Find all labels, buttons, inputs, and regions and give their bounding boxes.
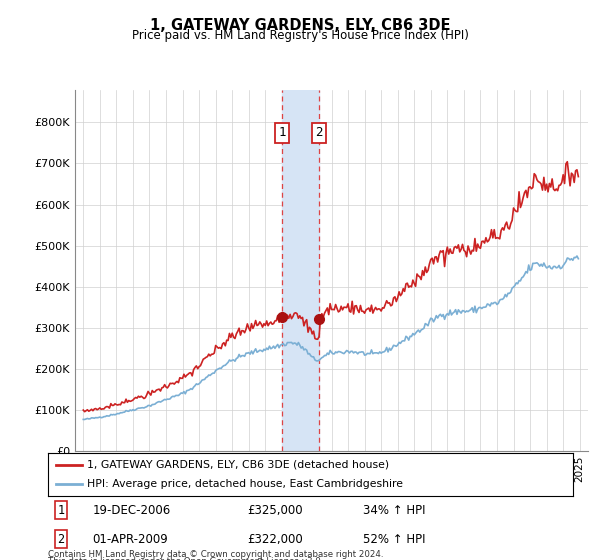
Text: 52% ↑ HPI: 52% ↑ HPI: [363, 533, 425, 545]
Text: 2: 2: [316, 127, 323, 139]
Text: £325,000: £325,000: [248, 503, 303, 516]
Bar: [282, 90, 319, 451]
Text: This data is licensed under the Open Government Licence v3.0.: This data is licensed under the Open Gov…: [48, 557, 323, 560]
Text: £322,000: £322,000: [248, 533, 303, 545]
Text: 34% ↑ HPI: 34% ↑ HPI: [363, 503, 425, 516]
Text: 2: 2: [58, 533, 65, 545]
Text: 1, GATEWAY GARDENS, ELY, CB6 3DE (detached house): 1, GATEWAY GARDENS, ELY, CB6 3DE (detach…: [88, 460, 389, 469]
Text: Contains HM Land Registry data © Crown copyright and database right 2024.: Contains HM Land Registry data © Crown c…: [48, 550, 383, 559]
Text: Price paid vs. HM Land Registry's House Price Index (HPI): Price paid vs. HM Land Registry's House …: [131, 29, 469, 42]
Text: 1: 1: [278, 127, 286, 139]
Text: 19-DEC-2006: 19-DEC-2006: [92, 503, 171, 516]
Text: HPI: Average price, detached house, East Cambridgeshire: HPI: Average price, detached house, East…: [88, 479, 403, 489]
Text: 1, GATEWAY GARDENS, ELY, CB6 3DE: 1, GATEWAY GARDENS, ELY, CB6 3DE: [150, 18, 450, 33]
Text: 1: 1: [58, 503, 65, 516]
Text: 01-APR-2009: 01-APR-2009: [92, 533, 169, 545]
